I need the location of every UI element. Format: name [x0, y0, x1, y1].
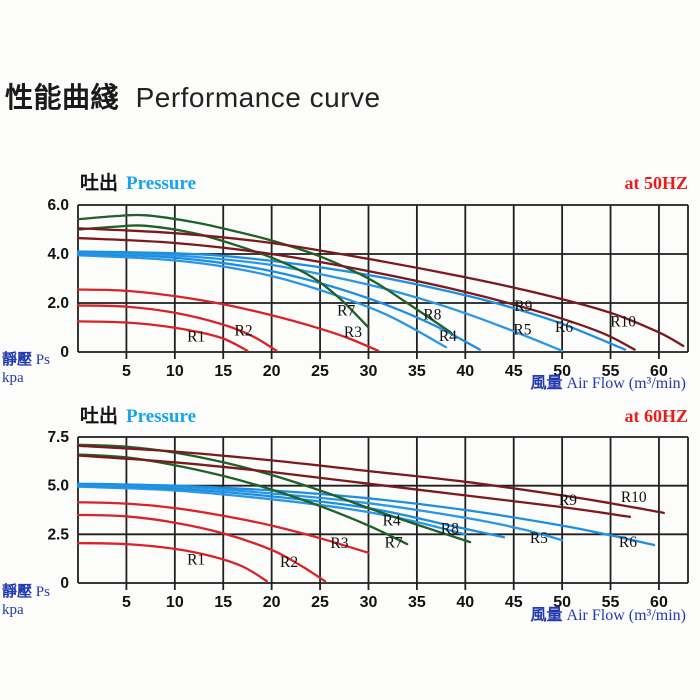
svg-text:60: 60 [650, 363, 668, 380]
pressure-label-en-50hz: Pressure [126, 173, 197, 194]
svg-text:10: 10 [166, 363, 184, 380]
pressure-label-cjk-60hz: 吐出 [80, 406, 119, 427]
static-pressure-en-60hz: Ps [35, 584, 50, 600]
svg-text:40: 40 [456, 363, 474, 380]
svg-text:R4: R4 [439, 328, 457, 345]
svg-text:15: 15 [214, 363, 232, 380]
svg-text:R10: R10 [621, 489, 647, 506]
air-flow-cjk-60hz: 風量 [530, 607, 563, 624]
frequency-label-50hz: at 50HZ [624, 173, 688, 193]
svg-text:R9: R9 [559, 492, 577, 509]
air-flow-en-50hz: Air Flow (m³/min) [566, 375, 686, 392]
svg-text:20: 20 [263, 594, 281, 611]
svg-text:R2: R2 [235, 322, 253, 339]
svg-text:45: 45 [505, 363, 523, 380]
y-axis-unit-50hz: kpa [2, 370, 24, 386]
svg-text:45: 45 [505, 594, 523, 611]
svg-text:R1: R1 [187, 552, 205, 569]
svg-text:R5: R5 [530, 530, 548, 547]
svg-text:R8: R8 [423, 307, 441, 324]
chart-60hz-header: 吐出 Pressure at 60HZ [0, 401, 688, 428]
svg-text:0: 0 [60, 575, 69, 592]
svg-text:30: 30 [360, 363, 378, 380]
svg-text:R5: R5 [513, 321, 531, 338]
x-axis-name-50hz: 風量 Air Flow (m³/min) [531, 369, 686, 393]
svg-text:55: 55 [602, 363, 620, 380]
air-flow-cjk-50hz: 風量 [530, 375, 563, 392]
svg-text:35: 35 [408, 363, 426, 380]
svg-text:R3: R3 [330, 535, 348, 552]
chart-50hz-plot: 5 10 15 20 25 30 35 40 45 50 55 60 6.0 4.0 2.0 0 R1 R2 R3 R… [47, 197, 689, 380]
svg-text:55: 55 [602, 594, 620, 611]
svg-text:R7: R7 [385, 535, 403, 552]
static-pressure-cjk-60hz: 靜壓 [2, 583, 33, 600]
svg-text:60: 60 [650, 594, 668, 611]
page-title: 性能曲綫 Performance curve [5, 76, 381, 116]
pressure-label-cjk-50hz: 吐出 [80, 173, 119, 194]
svg-text:25: 25 [311, 363, 329, 380]
chart-50hz-header: 吐出 Pressure at 50HZ [0, 168, 688, 195]
svg-text:R1: R1 [187, 329, 205, 346]
y-axis-name-60hz: 靜壓 Ps kpa [2, 583, 50, 619]
svg-text:R10: R10 [610, 313, 636, 330]
svg-text:20: 20 [263, 363, 281, 380]
svg-text:R8: R8 [441, 520, 459, 537]
y-axis-name-50hz: 靜壓 Ps kpa [2, 351, 50, 387]
svg-text:35: 35 [408, 594, 426, 611]
svg-text:50: 50 [553, 363, 571, 380]
svg-text:4.0: 4.0 [47, 246, 69, 263]
svg-text:2.5: 2.5 [47, 526, 69, 543]
svg-text:R6: R6 [619, 534, 637, 551]
svg-text:10: 10 [166, 594, 184, 611]
page-title-cjk: 性能曲綫 [5, 82, 120, 113]
svg-text:15: 15 [214, 594, 232, 611]
svg-text:R7: R7 [337, 302, 355, 319]
svg-text:R2: R2 [280, 554, 298, 571]
frequency-label-60hz: at 60HZ [624, 406, 688, 426]
chart-60hz-plot: 5 10 15 20 25 30 35 40 45 50 55 60 7.5 5.0 2.5 0 R1 R2 R3 R… [47, 429, 689, 611]
static-pressure-cjk-50hz: 靜壓 [2, 351, 33, 368]
svg-text:R3: R3 [344, 324, 362, 341]
page-title-en: Performance curve [135, 82, 381, 113]
svg-text:R9: R9 [514, 298, 532, 315]
x-axis-name-60hz: 風量 Air Flow (m³/min) [531, 601, 686, 625]
svg-text:0: 0 [60, 344, 69, 361]
svg-text:R4: R4 [383, 513, 401, 530]
svg-text:6.0: 6.0 [47, 197, 69, 214]
static-pressure-en-50hz: Ps [35, 352, 50, 368]
svg-text:50: 50 [553, 594, 571, 611]
svg-text:5: 5 [122, 594, 131, 611]
svg-text:7.5: 7.5 [47, 429, 69, 446]
pressure-label-en-60hz: Pressure [126, 406, 197, 427]
svg-text:R6: R6 [555, 319, 573, 336]
svg-text:2.0: 2.0 [47, 295, 69, 312]
svg-text:30: 30 [360, 594, 378, 611]
svg-text:5.0: 5.0 [47, 478, 69, 495]
y-axis-unit-60hz: kpa [2, 602, 24, 618]
svg-text:5: 5 [122, 363, 131, 380]
svg-text:40: 40 [456, 594, 474, 611]
svg-text:25: 25 [311, 594, 329, 611]
air-flow-en-60hz: Air Flow (m³/min) [566, 607, 686, 624]
